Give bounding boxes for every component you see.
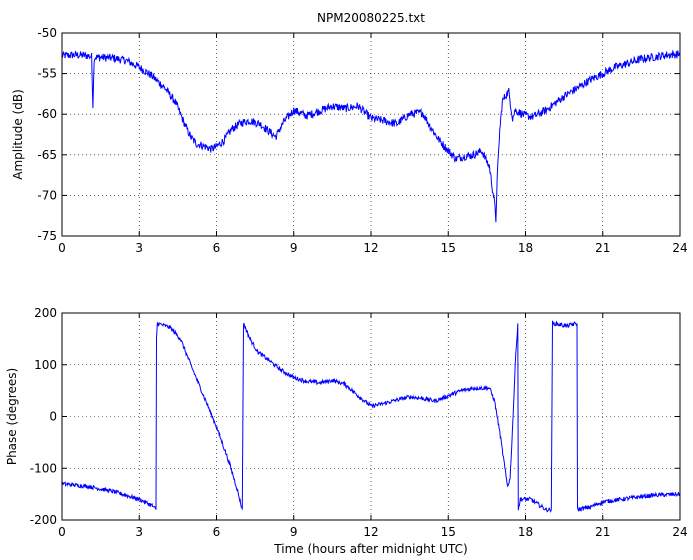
y-tick-label: -50	[37, 26, 57, 40]
y-tick-label: -70	[37, 188, 57, 202]
y-tick-label: 100	[34, 358, 57, 372]
x-tick-label: 6	[213, 525, 221, 539]
phase-plot: 0 3 6 9 12 15 18 21 24 -200 -100 0 100 200 Phase (degr…	[5, 306, 688, 556]
y-tick-label: -200	[30, 513, 57, 527]
x-tick-label: 18	[518, 525, 533, 539]
y-tick-label: -75	[37, 229, 57, 243]
x-tick-label: 15	[441, 525, 456, 539]
y-tick-label: -55	[37, 67, 57, 81]
y-tick-label: -60	[37, 107, 57, 121]
x-tick-label: 6	[213, 241, 221, 255]
x-tick-label: 0	[58, 241, 66, 255]
x-tick-label: 21	[595, 525, 610, 539]
x-tick-label: 0	[58, 525, 66, 539]
x-tick-label: 3	[135, 241, 143, 255]
x-tick-label: 15	[441, 241, 456, 255]
chart-title: NPM20080225.txt	[317, 11, 425, 25]
plot-area	[62, 33, 680, 236]
y-tick-label: 0	[49, 410, 57, 424]
x-tick-label: 21	[595, 241, 610, 255]
series-line-0	[62, 49, 680, 223]
x-tick-label: 24	[672, 241, 687, 255]
y-axis-label: Phase (degrees)	[5, 368, 19, 465]
y-tick-label: -100	[30, 461, 57, 475]
series-line-0	[62, 320, 680, 513]
x-tick-label: 18	[518, 241, 533, 255]
y-axis-label: Amplitude (dB)	[11, 89, 25, 180]
x-tick-label: 12	[363, 241, 378, 255]
amplitude-plot: 0 3 6 9 12 15 18 21 24 -75 -70 -65 -60 -55 -50 Amplitud…	[11, 26, 688, 255]
x-tick-label: 3	[135, 525, 143, 539]
x-axis-label: Time (hours after midnight UTC)	[273, 542, 467, 556]
y-tick-label: 200	[34, 306, 57, 320]
x-tick-label: 12	[363, 525, 378, 539]
x-tick-label: 9	[290, 241, 298, 255]
x-tick-label: 24	[672, 525, 687, 539]
y-tick-label: -65	[37, 148, 57, 162]
x-tick-label: 9	[290, 525, 298, 539]
